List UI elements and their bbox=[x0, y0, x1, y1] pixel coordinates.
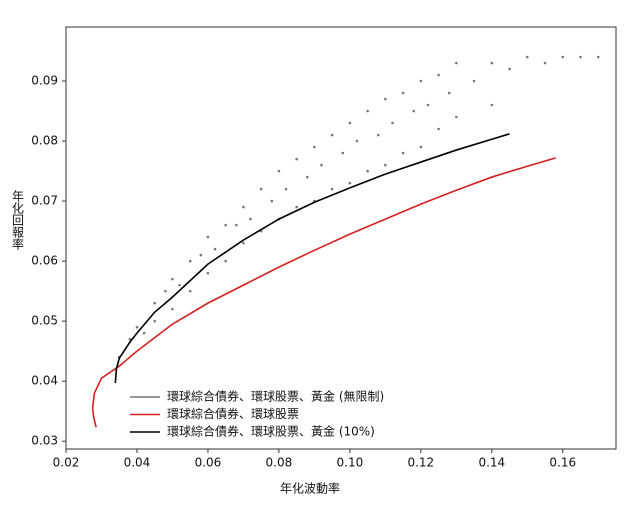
series-line bbox=[91, 157, 556, 428]
plot-frame bbox=[65, 26, 617, 450]
scatter-point bbox=[525, 55, 529, 59]
scatter-point bbox=[153, 319, 157, 323]
x-tick-label: 0.02 bbox=[53, 456, 80, 470]
x-tick-label: 0.10 bbox=[337, 456, 364, 470]
scatter-point bbox=[401, 91, 405, 95]
y-tick-label: 0.04 bbox=[31, 374, 58, 388]
scatter-point bbox=[412, 109, 416, 113]
scatter-point bbox=[330, 133, 334, 137]
scatter-point bbox=[295, 205, 298, 209]
scatter-point bbox=[419, 145, 423, 149]
scatter-point bbox=[490, 61, 494, 65]
legend-label: 環球綜合債券、環球股票、黃金 (10%) bbox=[167, 424, 375, 439]
x-tick-label: 0.16 bbox=[549, 456, 576, 470]
x-axis-label: 年化波動率 bbox=[280, 481, 340, 496]
scatter-point bbox=[419, 79, 423, 83]
scatter-point bbox=[206, 235, 210, 239]
scatter-point bbox=[259, 187, 263, 191]
scatter-point bbox=[426, 103, 430, 107]
scatter-point bbox=[447, 91, 451, 95]
scatter-point bbox=[561, 55, 565, 59]
scatter-point bbox=[313, 145, 316, 149]
scatter-point bbox=[188, 259, 192, 263]
x-tick-label: 0.14 bbox=[478, 456, 505, 470]
scatter-point bbox=[366, 169, 369, 173]
legend-label: 環球綜合債券、環球股票、黃金 (無限制) bbox=[167, 389, 384, 404]
scatter-point bbox=[188, 289, 192, 293]
scatter-point bbox=[164, 289, 167, 293]
scatter-point bbox=[135, 325, 139, 329]
scatter-point bbox=[224, 223, 227, 227]
scatter-point bbox=[153, 301, 157, 305]
x-tick-label: 0.12 bbox=[407, 456, 434, 470]
x-tick-label: 0.04 bbox=[124, 456, 151, 470]
scatter-point bbox=[437, 73, 440, 77]
scatter-point bbox=[384, 163, 387, 167]
scatter-point bbox=[178, 283, 181, 287]
scatter-point bbox=[142, 331, 146, 335]
scatter-point bbox=[355, 139, 359, 143]
scatter-point bbox=[341, 151, 345, 155]
scatter-point bbox=[472, 79, 476, 83]
scatter-point bbox=[242, 241, 245, 245]
y-tick-label: 0.03 bbox=[31, 434, 58, 448]
scatter-point bbox=[206, 271, 210, 275]
scatter-point bbox=[270, 199, 274, 203]
scatter-point bbox=[401, 151, 405, 155]
y-tick-label: 0.07 bbox=[31, 194, 58, 208]
scatter-point bbox=[366, 109, 369, 113]
x-tick-label: 0.06 bbox=[195, 456, 222, 470]
scatter-point bbox=[596, 55, 600, 59]
scatter-point bbox=[391, 121, 394, 125]
scatter-point bbox=[490, 103, 494, 107]
scatter-point bbox=[213, 247, 217, 251]
scatter-point bbox=[277, 169, 281, 173]
scatter-point bbox=[376, 133, 380, 137]
y-tick-label: 0.05 bbox=[31, 314, 58, 328]
scatter-point bbox=[224, 259, 227, 263]
scatter-point bbox=[508, 67, 511, 71]
scatter-point bbox=[455, 115, 458, 119]
y-axis-label: 年化回報率 bbox=[11, 190, 25, 250]
scatter-point bbox=[348, 121, 352, 125]
scatter-point bbox=[384, 97, 387, 101]
scatter-point bbox=[579, 55, 582, 59]
y-tick-label: 0.09 bbox=[31, 74, 58, 88]
scatter-point bbox=[249, 217, 252, 221]
scatter-point bbox=[171, 307, 174, 311]
scatter-point bbox=[437, 127, 440, 131]
scatter-point bbox=[543, 61, 547, 65]
scatter-point bbox=[348, 181, 352, 185]
scatter-point bbox=[320, 163, 323, 167]
series-line bbox=[114, 133, 510, 384]
scatter-point bbox=[199, 253, 203, 257]
scatter-point bbox=[295, 157, 298, 161]
y-tick-label: 0.08 bbox=[31, 134, 58, 148]
legend-label: 環球綜合債券、環球股票 bbox=[167, 406, 299, 421]
scatter-point bbox=[242, 205, 245, 209]
scatter-point bbox=[284, 187, 288, 191]
y-tick-label: 0.06 bbox=[31, 254, 58, 268]
scatter-point bbox=[128, 337, 132, 341]
scatter-point bbox=[171, 277, 174, 281]
x-tick-label: 0.08 bbox=[266, 456, 293, 470]
scatter-point bbox=[330, 187, 334, 191]
scatter-point bbox=[305, 175, 309, 179]
scatter-point bbox=[235, 223, 238, 227]
scatter-point bbox=[455, 61, 458, 65]
